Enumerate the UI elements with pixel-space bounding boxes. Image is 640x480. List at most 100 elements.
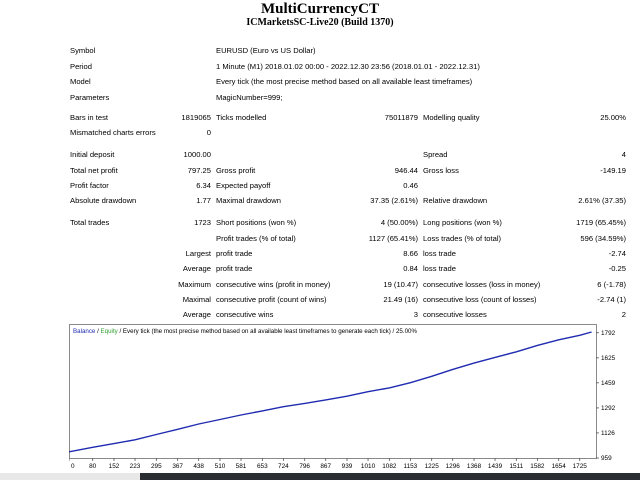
loss-trades-value: 596 (34.59%) xyxy=(580,234,626,243)
absdd-label: Absolute drawdown xyxy=(70,196,137,205)
loss-trades-label: Loss trades (% of total) xyxy=(423,234,502,243)
average-loss-value: -0.25 xyxy=(608,264,626,273)
max-losses-label: consecutive losses (loss in money) xyxy=(423,280,541,289)
taskbar-dark xyxy=(140,473,640,480)
period-value: 1 Minute (M1) 2018.01.02 00:00 - 2022.12… xyxy=(216,62,480,71)
x-tick-label: 796 xyxy=(299,463,310,470)
symbol-label: Symbol xyxy=(70,46,96,55)
netprofit-value: 797.25 xyxy=(187,166,211,175)
x-tick-label: 438 xyxy=(193,463,204,470)
maximum-label: Maximum xyxy=(178,280,211,289)
x-tick-label: 367 xyxy=(172,463,183,470)
avg-wins-label: consecutive wins xyxy=(216,310,274,319)
x-tick-label: 1010 xyxy=(361,463,376,470)
x-tick-label: 653 xyxy=(257,463,268,470)
parameters-value: MagicNumber=999; xyxy=(216,93,283,102)
maximal-profit-value: 21.49 (16) xyxy=(383,295,418,304)
x-tick-label: 223 xyxy=(130,463,141,470)
x-tick-label: 1368 xyxy=(467,463,482,470)
period-label: Period xyxy=(70,62,92,71)
maxdd-label: Maximal drawdown xyxy=(216,196,281,205)
x-tick-label: 724 xyxy=(278,463,289,470)
y-tick-label: 1126 xyxy=(601,430,615,437)
report-subtitle: ICMarketsSC-Live20 (Build 1370) xyxy=(246,17,394,28)
max-wins-label: consecutive wins (profit in money) xyxy=(216,280,331,289)
netprofit-label: Total net profit xyxy=(70,166,118,175)
x-tick-label: 80 xyxy=(89,463,97,470)
chart-legend: Balance / Equity / Every tick (the most … xyxy=(73,328,417,335)
grossloss-label: Gross loss xyxy=(423,166,459,175)
x-tick-label: 581 xyxy=(236,463,247,470)
bars-value: 1819065 xyxy=(181,113,211,122)
largest-loss-value: -2.74 xyxy=(608,249,626,258)
x-tick-label: 1439 xyxy=(488,463,503,470)
avg-losses-value: 2 xyxy=(621,310,626,319)
avg-wins-value: 3 xyxy=(413,310,418,319)
mismatch-label: Mismatched charts errors xyxy=(70,128,156,137)
x-tick-label: 510 xyxy=(215,463,226,470)
y-tick-label: 1292 xyxy=(601,405,616,412)
deposit-label: Initial deposit xyxy=(70,150,115,159)
max-wins-value: 19 (10.47) xyxy=(383,280,418,289)
model-label: Model xyxy=(70,77,91,86)
short-label: Short positions (won %) xyxy=(216,218,297,227)
symbol-value: EURUSD (Euro vs US Dollar) xyxy=(216,46,316,55)
spread-value: 4 xyxy=(621,150,626,159)
maximal-loss-label: consecutive loss (count of losses) xyxy=(423,295,537,304)
grossloss-value: -149.19 xyxy=(600,166,626,175)
y-tick-label: 959 xyxy=(601,455,612,462)
x-tick-label: 1511 xyxy=(509,463,523,470)
largest-loss-label: loss trade xyxy=(423,249,456,258)
x-tick-label: 0 xyxy=(71,463,75,470)
legend-description: / Every tick (the most precise method ba… xyxy=(118,328,418,335)
average-label: Average xyxy=(182,264,211,273)
average-profit-label: profit trade xyxy=(216,264,253,273)
payoff-label: Expected payoff xyxy=(216,181,271,190)
y-axis: 1792 1625 1459 1292 1126 959 xyxy=(596,330,616,462)
largest-profit-value: 8.66 xyxy=(403,249,418,258)
maximal-loss-value: -2.74 (1) xyxy=(597,295,626,304)
x-tick-label: 1225 xyxy=(425,463,440,470)
ticks-value: 75011879 xyxy=(384,113,418,122)
avg-losses-label: consecutive losses xyxy=(423,310,487,319)
x-tick-label: 867 xyxy=(320,463,331,470)
maximal-label: Maximal xyxy=(182,295,211,304)
maximal-profit-label: consecutive profit (count of wins) xyxy=(216,295,327,304)
x-tick-label: 1153 xyxy=(403,463,417,470)
x-tick-label: 939 xyxy=(342,463,353,470)
maxdd-value: 37.35 (2.61%) xyxy=(370,196,418,205)
grossprofit-value: 946.44 xyxy=(394,166,418,175)
model-value: Every tick (the most precise method base… xyxy=(216,77,473,86)
legend-equity: Equity xyxy=(101,328,119,335)
short-value: 4 (50.00%) xyxy=(380,218,418,227)
ticks-label: Ticks modelled xyxy=(216,113,267,122)
trades-label: Total trades xyxy=(70,218,110,227)
pf-value: 6.34 xyxy=(196,181,211,190)
avg-consecutive-label: Average xyxy=(182,310,211,319)
x-tick-label: 295 xyxy=(151,463,162,470)
reldd-label: Relative drawdown xyxy=(423,196,488,205)
y-tick-label: 1792 xyxy=(601,330,616,337)
quality-value: 25.00% xyxy=(600,113,626,122)
deposit-value: 1000.00 xyxy=(183,150,211,159)
bars-label: Bars in test xyxy=(70,113,108,122)
balance-series-line xyxy=(69,331,592,453)
average-loss-label: loss trade xyxy=(423,264,456,273)
report-title: MultiCurrencyCT xyxy=(260,1,380,17)
y-tick-label: 1625 xyxy=(601,355,616,362)
x-tick-label: 1082 xyxy=(382,463,397,470)
x-axis: 0 80 152 223 295 367 438 510 581 653 724 796 867 939 1… xyxy=(69,458,587,470)
x-tick-label: 1725 xyxy=(573,463,588,470)
reldd-value: 2.61% (37.35) xyxy=(578,196,626,205)
mismatch-value: 0 xyxy=(206,128,211,137)
trades-value: 1723 xyxy=(194,218,211,227)
x-tick-label: 152 xyxy=(109,463,120,470)
parameters-label: Parameters xyxy=(70,93,110,102)
x-tick-label: 1582 xyxy=(530,463,545,470)
payoff-value: 0.46 xyxy=(403,181,418,190)
long-value: 1719 (65.45%) xyxy=(576,218,626,227)
quality-label: Modelling quality xyxy=(423,113,480,122)
y-tick-label: 1459 xyxy=(601,380,616,387)
long-label: Long positions (won %) xyxy=(423,218,502,227)
largest-profit-label: profit trade xyxy=(216,249,253,258)
